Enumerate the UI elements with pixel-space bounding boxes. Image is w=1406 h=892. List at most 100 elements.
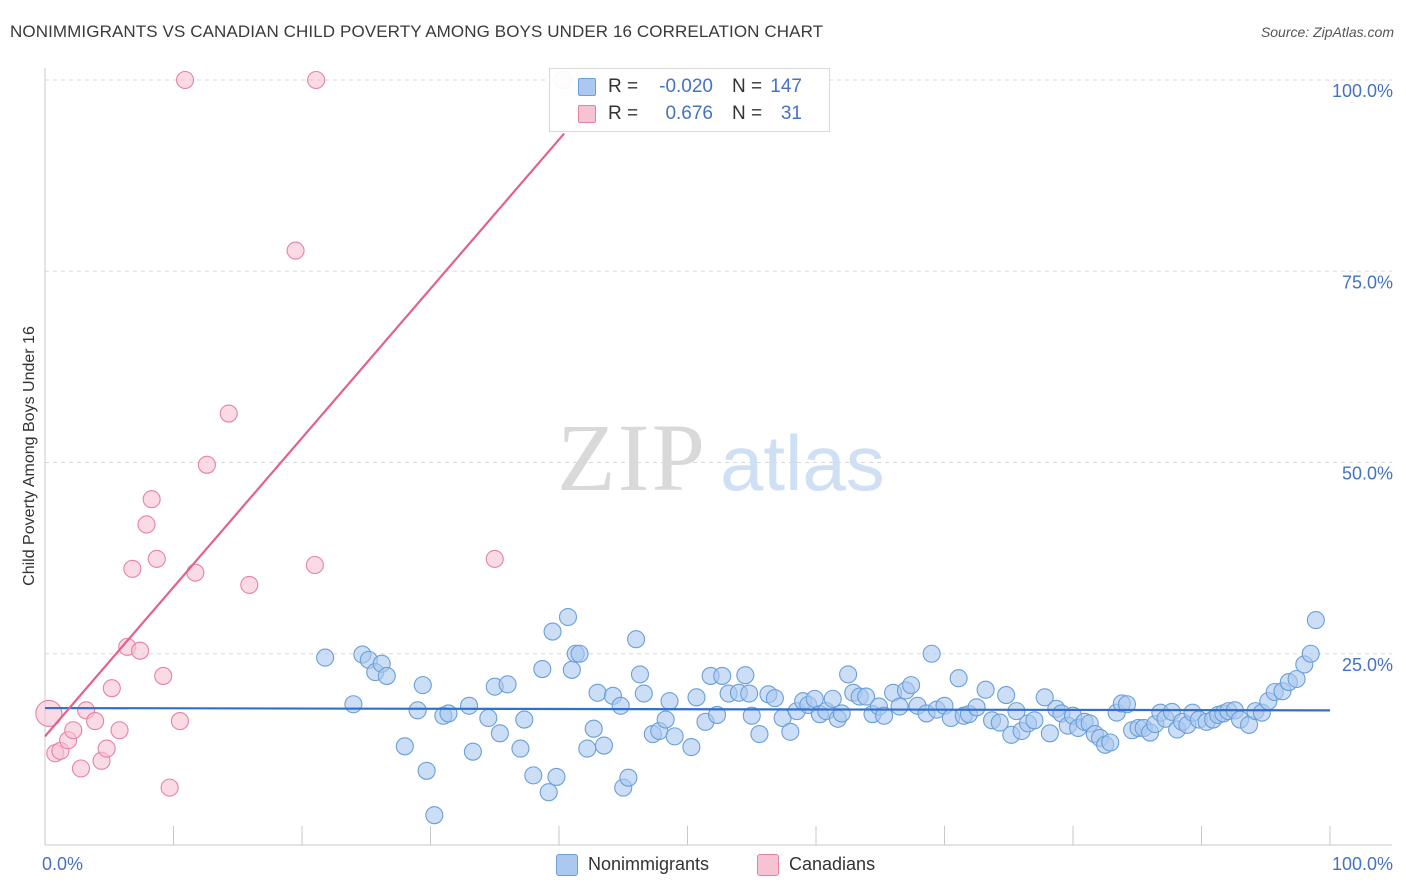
point-nonimmigrants — [627, 630, 646, 649]
legend-n-label: N = — [732, 76, 763, 97]
point-nonimmigrants — [902, 676, 921, 695]
point-nonimmigrants — [377, 666, 396, 685]
chart-title: NONIMMIGRANTS VS CANADIAN CHILD POVERTY … — [10, 22, 824, 41]
point-nonimmigrants — [344, 695, 363, 714]
point-nonimmigrants — [1040, 724, 1059, 743]
point-nonimmigrants — [490, 724, 509, 743]
y-axis-label: Child Poverty Among Boys Under 16 — [21, 326, 38, 586]
legend-r-value: -0.020 — [659, 76, 713, 97]
point-nonimmigrants — [890, 697, 909, 716]
point-nonimmigrants — [656, 710, 675, 729]
point-canadians — [97, 739, 116, 758]
legend-n-value: 31 — [780, 103, 802, 124]
point-nonimmigrants — [539, 783, 558, 802]
point-nonimmigrants — [682, 738, 701, 757]
point-nonimmigrants — [611, 696, 630, 715]
trendline-canadians — [44, 132, 565, 738]
point-nonimmigrants — [459, 696, 479, 715]
point-canadians — [307, 70, 326, 90]
legend-swatch-canadians — [757, 854, 779, 876]
point-nonimmigrants — [1306, 611, 1325, 630]
point-nonimmigrants — [413, 676, 432, 695]
legend-r-value: 0.676 — [665, 103, 713, 124]
trendlines — [44, 132, 1331, 738]
point-nonimmigrants — [594, 736, 614, 755]
point-nonimmigrants — [997, 686, 1016, 705]
legend-r-label: R = — [608, 76, 639, 97]
x-tick-label-right: 100.0% — [1332, 854, 1393, 874]
point-nonimmigrants — [687, 688, 706, 707]
point-nonimmigrants — [1035, 688, 1054, 707]
point-nonimmigrants — [740, 684, 759, 703]
point-nonimmigrants — [634, 684, 653, 703]
point-nonimmigrants — [922, 644, 941, 663]
point-canadians — [176, 70, 195, 90]
point-nonimmigrants — [619, 768, 638, 787]
legend-item-nonimmigrants[interactable]: Nonimmigrants — [556, 852, 736, 876]
legend-top: R = -0.020 N = 147 R = 0.676 N = 31 — [549, 68, 830, 132]
point-nonimmigrants — [832, 704, 851, 723]
y-tick-label: 75.0% — [1342, 272, 1393, 292]
point-nonimmigrants — [463, 742, 482, 761]
point-nonimmigrants — [708, 705, 727, 725]
point-nonimmigrants — [1117, 695, 1137, 714]
legend-label-nonimmigrants: Nonimmigrants — [588, 854, 710, 874]
point-nonimmigrants — [543, 622, 562, 641]
point-nonimmigrants — [665, 727, 684, 746]
legend-n-value: 147 — [770, 76, 802, 97]
legend-label-canadians: Canadians — [789, 854, 876, 874]
point-canadians — [154, 666, 173, 685]
point-nonimmigrants — [547, 767, 566, 786]
point-nonimmigrants — [515, 710, 534, 729]
watermark-zip: ZIP — [557, 404, 707, 511]
point-nonimmigrants — [750, 725, 769, 744]
legend-item-canadians[interactable]: Canadians — [757, 852, 897, 876]
point-nonimmigrants — [1007, 702, 1026, 721]
points — [35, 70, 1325, 825]
point-nonimmigrants — [857, 687, 876, 706]
point-nonimmigrants — [1025, 711, 1044, 730]
y-tick-label: 100.0% — [1332, 81, 1393, 101]
point-nonimmigrants — [558, 607, 578, 627]
point-canadians — [137, 515, 156, 534]
point-nonimmigrants — [630, 665, 650, 684]
legend-n-label: N = — [732, 103, 763, 124]
point-canadians — [71, 759, 91, 778]
point-nonimmigrants — [736, 666, 755, 685]
point-nonimmigrants — [533, 659, 552, 679]
point-nonimmigrants — [875, 706, 894, 725]
legend-swatch-nonimmigrants — [578, 78, 596, 96]
point-nonimmigrants — [1287, 669, 1306, 689]
point-canadians — [86, 712, 105, 731]
point-nonimmigrants — [1101, 733, 1120, 752]
point-nonimmigrants — [990, 713, 1009, 732]
point-nonimmigrants — [395, 737, 414, 756]
legend-r-label: R = — [608, 103, 639, 124]
gridlines — [45, 79, 1392, 655]
point-nonimmigrants — [584, 719, 603, 738]
point-canadians — [102, 679, 121, 698]
watermark: ZIP atlas — [557, 404, 885, 511]
y-tick-label: 50.0% — [1342, 464, 1393, 484]
point-nonimmigrants — [949, 669, 968, 688]
y-tick-label: 25.0% — [1342, 655, 1393, 675]
point-canadians — [240, 575, 259, 594]
point-canadians — [147, 549, 166, 568]
point-nonimmigrants — [781, 722, 800, 741]
point-canadians — [485, 549, 504, 568]
legend-swatch-nonimmigrants — [556, 854, 578, 876]
point-canadians — [160, 778, 179, 797]
point-nonimmigrants — [408, 701, 427, 720]
point-nonimmigrants — [588, 683, 607, 702]
point-canadians — [110, 721, 129, 740]
point-nonimmigrants — [823, 689, 842, 708]
point-canadians — [219, 404, 238, 423]
point-nonimmigrants — [839, 665, 858, 684]
point-canadians — [123, 559, 142, 578]
point-canadians — [197, 455, 216, 474]
point-nonimmigrants — [417, 761, 436, 780]
point-canadians — [170, 712, 189, 731]
x-tick-label-left: 0.0% — [42, 854, 83, 874]
point-canadians — [142, 490, 161, 509]
